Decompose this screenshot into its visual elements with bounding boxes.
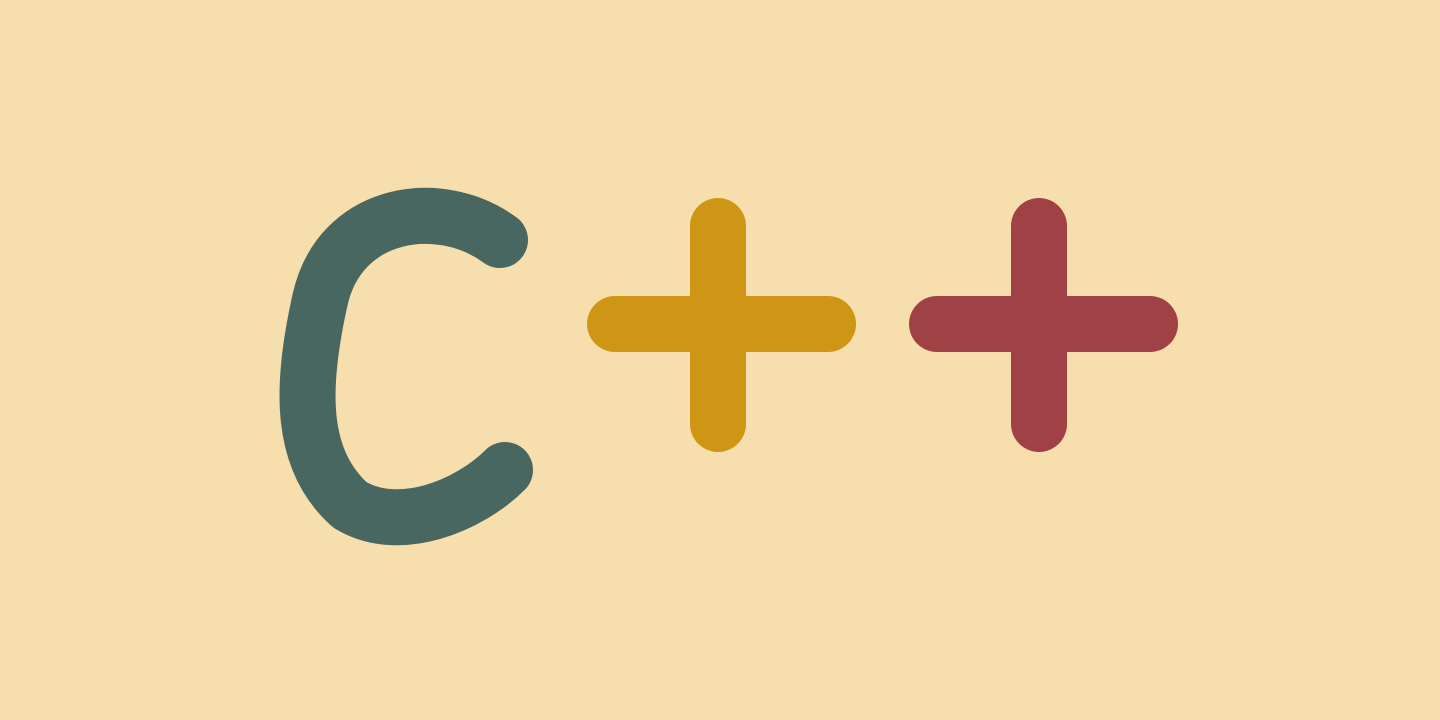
plus-2: [909, 198, 1178, 452]
letter-c: [279, 187, 533, 546]
plus-1: [587, 198, 856, 452]
